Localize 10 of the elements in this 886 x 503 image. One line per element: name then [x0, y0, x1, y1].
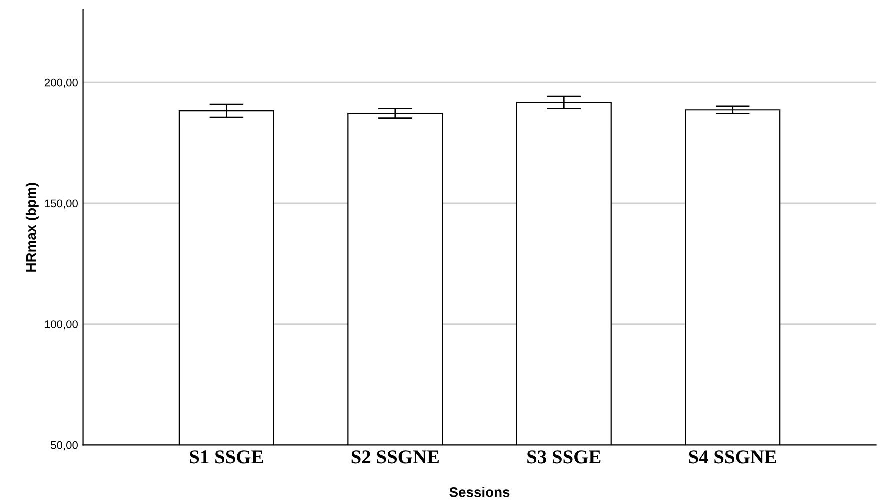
- x-axis-title: Sessions: [450, 487, 510, 498]
- x-tick-label: S3 SSGE: [528, 450, 601, 464]
- y-tick-label: 150,00: [45, 200, 78, 209]
- x-tick-label: S4 SSGNE: [689, 450, 776, 464]
- y-tick-label: 50,00: [51, 441, 78, 451]
- y-tick-label: 200,00: [45, 78, 78, 88]
- x-tick-label: S2 SSGNE: [352, 450, 439, 464]
- y-tick-label: 100,00: [45, 320, 78, 330]
- y-axis-title: HRmax (bpm): [26, 183, 39, 272]
- x-tick-label: S1 SSGE: [190, 450, 264, 464]
